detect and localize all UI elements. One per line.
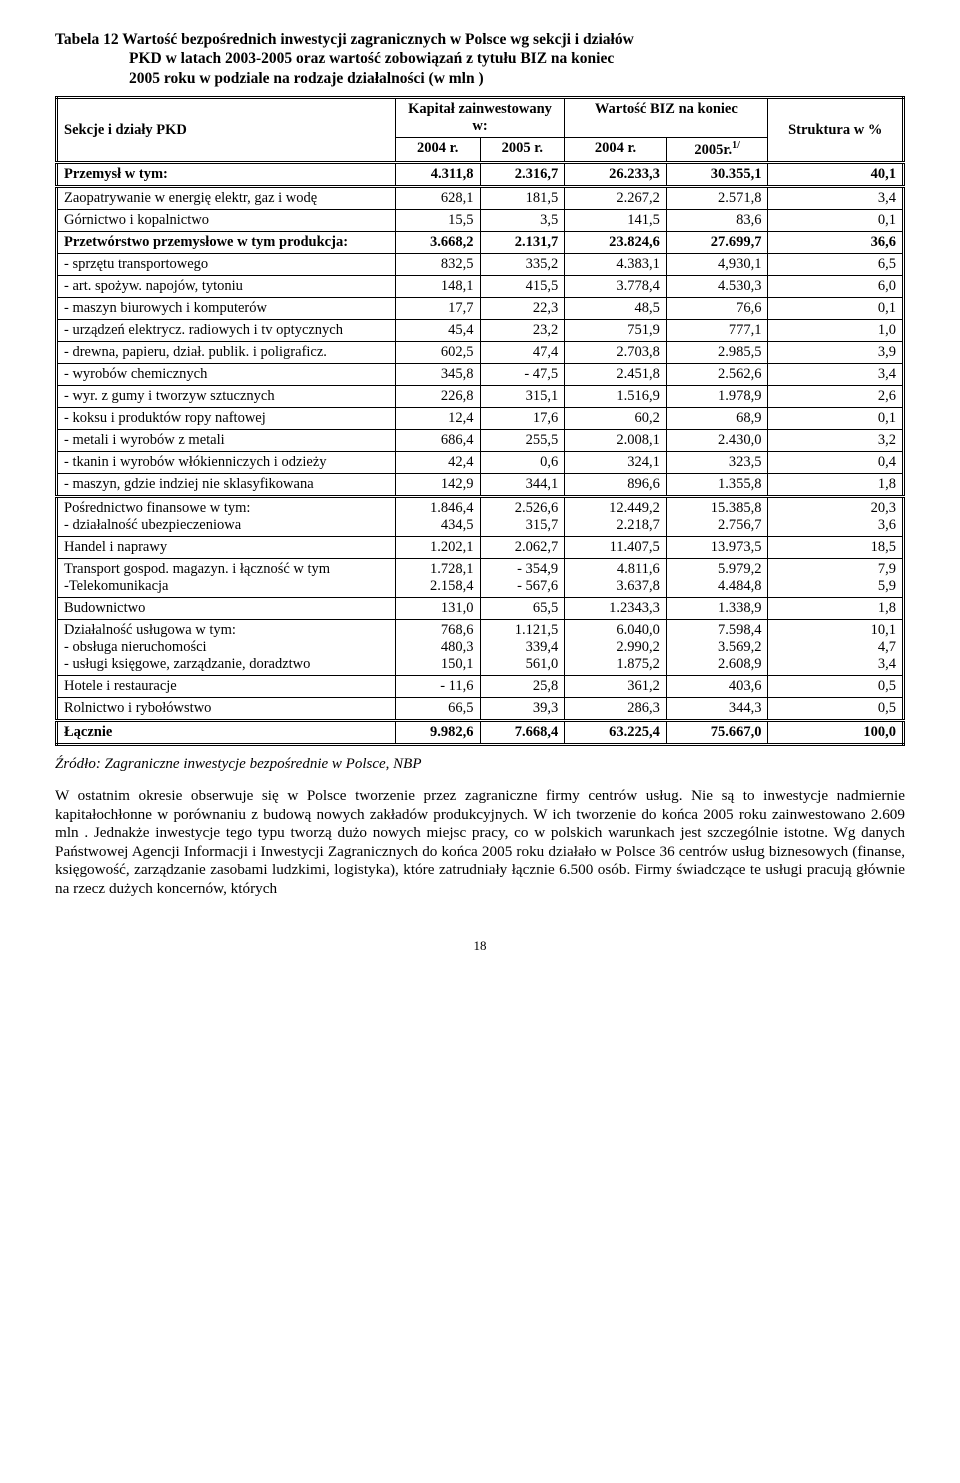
col-year-1: 2004 r.	[395, 138, 480, 163]
col-year-4: 2005r.1/	[666, 138, 768, 163]
data-table: Sekcje i działy PKD Kapitał zainwestowan…	[55, 96, 905, 746]
table-row: Rolnictwo i rybołówstwo66,539,3286,3344,…	[57, 697, 904, 720]
title-line-3: 2005 roku w podziale na rodzaje działaln…	[55, 69, 905, 88]
col-header-sekcje: Sekcje i działy PKD	[57, 98, 396, 163]
title-line-2: PKD w latach 2003-2005 oraz wartość zobo…	[55, 49, 905, 68]
table-row: - tkanin i wyrobów włókienniczych i odzi…	[57, 451, 904, 473]
body-paragraph: W ostatnim okresie obserwuje się w Polsc…	[55, 787, 905, 898]
table-row: - koksu i produktów ropy naftowej12,417,…	[57, 407, 904, 429]
source-note: Źródło: Zagraniczne inwestycje bezpośred…	[55, 756, 905, 773]
col-year-3: 2004 r.	[565, 138, 667, 163]
col-header-struktura: Struktura w %	[768, 98, 904, 163]
col-year-2: 2005 r.	[480, 138, 565, 163]
table-row: Przetwórstwo przemysłowe w tym produkcja…	[57, 231, 904, 253]
table-row: - maszyn biurowych i komputerów17,722,34…	[57, 297, 904, 319]
table-row: - wyrobów chemicznych345,8- 47,52.451,82…	[57, 363, 904, 385]
table-title: Tabela 12 Wartość bezpośrednich inwestyc…	[55, 30, 905, 88]
table-row: Zaopatrywanie w energię elektr, gaz i wo…	[57, 186, 904, 209]
table-row: - drewna, papieru, dział. publik. i poli…	[57, 341, 904, 363]
table-row: - metali i wyrobów z metali686,4255,52.0…	[57, 429, 904, 451]
table-row: Górnictwo i kopalnictwo15,53,5141,583,60…	[57, 209, 904, 231]
table-header-row-1: Sekcje i działy PKD Kapitał zainwestowan…	[57, 98, 904, 138]
col-header-wartosc: Wartość BIZ na koniec	[565, 98, 768, 138]
table-row: Działalność usługowa w tym: - obsługa ni…	[57, 619, 904, 675]
table-row-total: Łącznie9.982,67.668,463.225,475.667,0100…	[57, 720, 904, 744]
table-row: - maszyn, gdzie indziej nie sklasyfikowa…	[57, 473, 904, 496]
table-row: Pośrednictwo finansowe w tym: - działaln…	[57, 496, 904, 536]
table-row: - wyr. z gumy i tworzyw sztucznych226,83…	[57, 385, 904, 407]
table-row: - art. spożyw. napojów, tytoniu148,1415,…	[57, 275, 904, 297]
page-number: 18	[55, 938, 905, 954]
table-row: Przemysł w tym: 4.311,8 2.316,7 26.233,3…	[57, 162, 904, 186]
table-row: - urządzeń elektrycz. radiowych i tv opt…	[57, 319, 904, 341]
table-row: Hotele i restauracje- 11,625,8361,2403,6…	[57, 675, 904, 697]
table-row: - sprzętu transportowego832,5335,24.383,…	[57, 253, 904, 275]
table-row: Budownictwo131,065,51.2343,31.338,91,8	[57, 597, 904, 619]
title-line-1: Tabela 12 Wartość bezpośrednich inwestyc…	[55, 31, 634, 48]
table-row: Transport gospod. magazyn. i łączność w …	[57, 558, 904, 597]
col-header-kapital: Kapitał zainwestowany w:	[395, 98, 564, 138]
table-row: Handel i naprawy1.202,12.062,711.407,513…	[57, 536, 904, 558]
